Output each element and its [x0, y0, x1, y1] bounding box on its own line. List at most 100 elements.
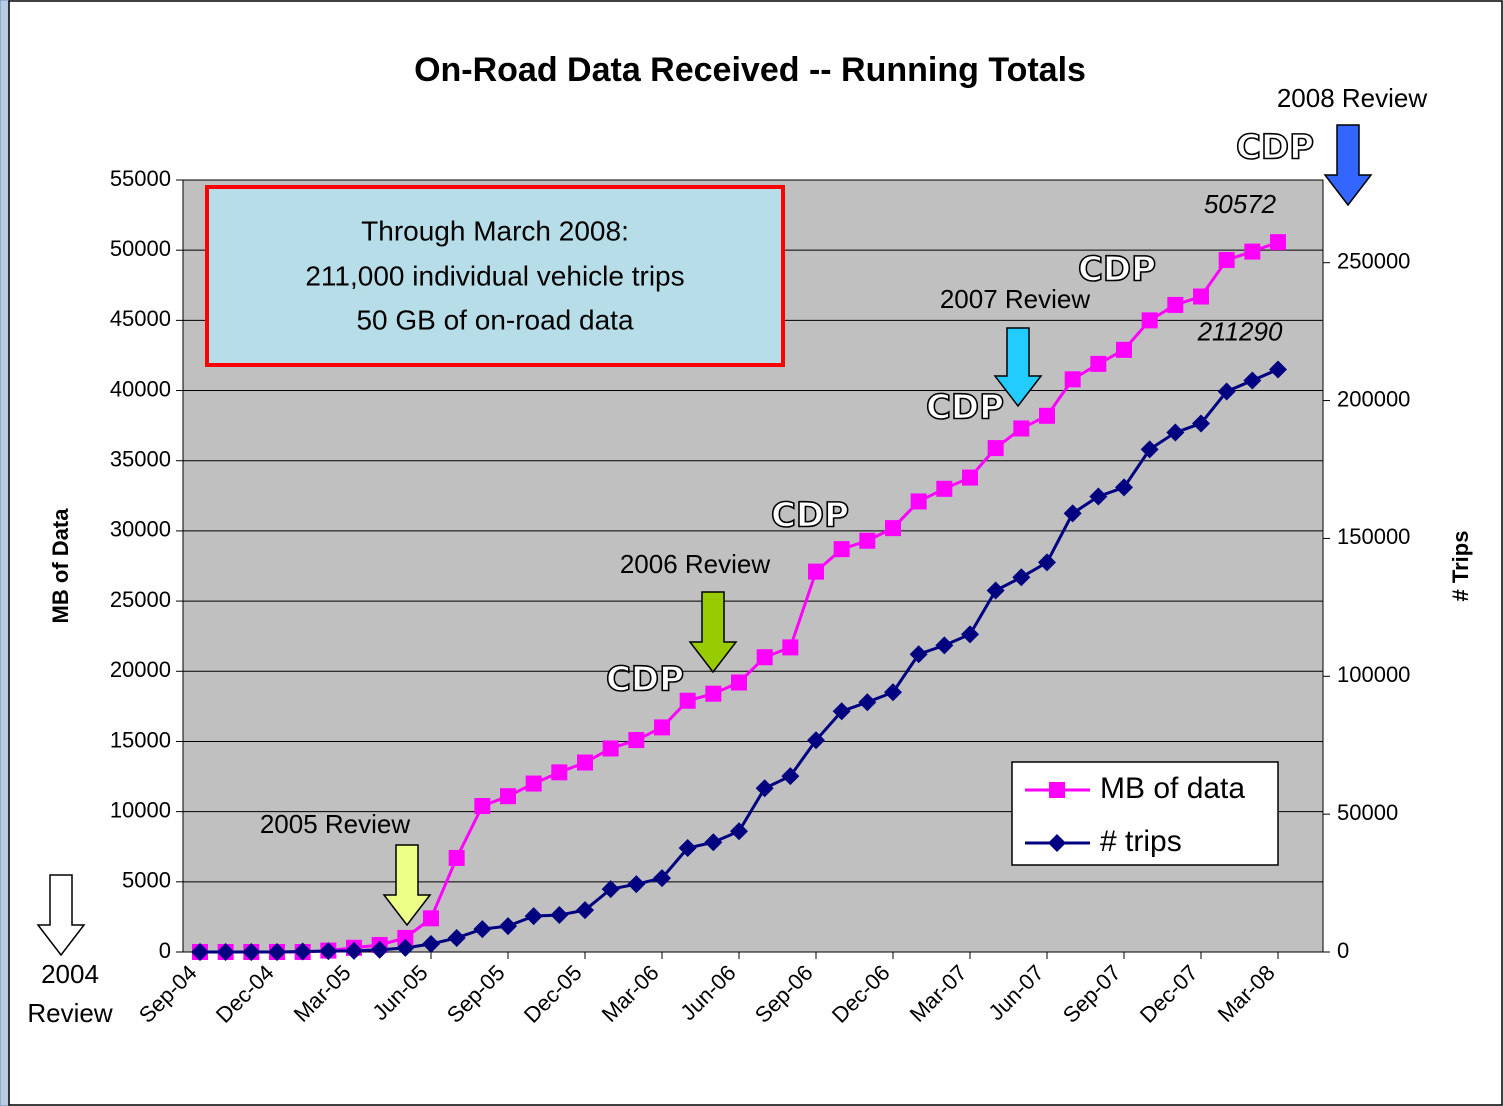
data-point: [1012, 568, 1031, 587]
y2-tick-label: 250000: [1337, 249, 1410, 274]
data-point: [755, 779, 774, 798]
review-label: 2005 Review: [260, 809, 411, 839]
y-axis-title: MB of Data: [48, 508, 73, 624]
note-box: [205, 185, 785, 367]
data-point: [242, 943, 261, 961]
y2-tick-label: 50000: [1337, 800, 1398, 825]
data-point: [473, 920, 492, 939]
data-point: [1270, 234, 1286, 251]
note-line: 211,000 individual vehicle trips: [305, 260, 684, 291]
data-point: [1167, 296, 1184, 313]
data-point: [1218, 252, 1235, 269]
review-label: 2007 Review: [940, 284, 1091, 314]
data-point: [345, 941, 363, 960]
data-point: [268, 943, 286, 961]
data-point: [474, 798, 491, 815]
data-point: [499, 917, 517, 936]
data-point: [807, 731, 825, 750]
data-point: [525, 775, 542, 792]
data-point: [1064, 371, 1081, 388]
cdp-label: CDP: [1236, 128, 1314, 168]
data-point: [1217, 382, 1236, 401]
y-tick-label: 5000: [122, 868, 171, 893]
data-point: [653, 869, 671, 888]
data-point: [885, 520, 901, 537]
y-tick-label: 15000: [110, 727, 171, 752]
data-point: [191, 943, 209, 961]
data-point: [731, 674, 747, 691]
y-tick-label: 40000: [110, 376, 171, 401]
y2-tick-label: 200000: [1337, 386, 1410, 411]
data-point: [1193, 288, 1209, 305]
data-point: [1039, 407, 1055, 424]
data-point: [447, 928, 466, 947]
cdp-label: CDP: [1078, 250, 1156, 290]
data-point: [910, 493, 927, 510]
note-line: 50 GB of on-road data: [356, 304, 634, 335]
data-point: [782, 639, 799, 656]
data-point: [833, 541, 850, 558]
data-point: [576, 901, 594, 920]
data-point: [1115, 478, 1133, 497]
data-point: [909, 645, 928, 664]
cdp-label: CDP: [771, 496, 849, 536]
y-tick-label: 45000: [110, 306, 171, 331]
data-label: 211290: [1197, 316, 1283, 346]
cdp-label: CDP: [606, 660, 684, 700]
y-tick-label: 25000: [110, 587, 171, 612]
data-point: [858, 693, 877, 712]
review-label: 2008 Review: [1277, 83, 1428, 113]
data-point: [808, 563, 824, 580]
y-tick-label: 50000: [110, 236, 171, 261]
data-point: [986, 581, 1005, 600]
y-tick-label: 55000: [110, 166, 171, 191]
review-arrow: [1323, 124, 1373, 207]
data-point: [678, 839, 697, 858]
data-point: [1141, 312, 1158, 329]
data-point: [936, 480, 953, 497]
data-point: [627, 875, 646, 894]
data-point: [550, 906, 569, 925]
data-point: [832, 702, 851, 721]
y2-axis-title: # Trips: [1448, 531, 1473, 602]
data-point: [1116, 341, 1132, 358]
data-point: [628, 732, 645, 749]
review-label: 2006 Review: [620, 549, 771, 579]
side-strip: [0, 0, 10, 1106]
cdp-label: CDP: [926, 388, 1004, 428]
data-point: [1013, 420, 1030, 437]
data-point: [730, 822, 748, 841]
data-point: [679, 692, 696, 709]
data-point: [1244, 243, 1261, 260]
data-point: [781, 767, 800, 786]
data-point: [756, 649, 773, 666]
data-point: [551, 764, 568, 781]
chart-title: On-Road Data Received -- Running Totals: [414, 51, 1086, 89]
data-point: [1140, 440, 1159, 459]
data-point: [705, 685, 722, 702]
review-label: 2004: [41, 959, 99, 989]
y-tick-label: 10000: [110, 797, 171, 822]
data-point: [397, 929, 414, 946]
data-point: [654, 719, 670, 736]
data-point: [422, 935, 440, 954]
data-label: 50572: [1204, 189, 1277, 219]
y-tick-label: 0: [159, 938, 171, 963]
review-arrow: [993, 327, 1043, 408]
legend-marker: [1048, 834, 1066, 852]
data-point: [1269, 360, 1287, 379]
data-point: [524, 907, 543, 926]
y-tick-label: 35000: [110, 447, 171, 472]
data-point: [448, 849, 465, 866]
y2-tick-label: 100000: [1337, 662, 1410, 687]
data-point: [704, 833, 723, 852]
data-point: [859, 532, 876, 549]
data-point: [1192, 414, 1210, 433]
data-point: [293, 942, 312, 961]
data-point: [602, 740, 619, 757]
review-arrow: [36, 874, 86, 957]
legend-label: MB of data: [1100, 772, 1245, 805]
data-point: [396, 938, 415, 957]
data-point: [1063, 504, 1082, 523]
note-line: Through March 2008:: [361, 215, 629, 246]
